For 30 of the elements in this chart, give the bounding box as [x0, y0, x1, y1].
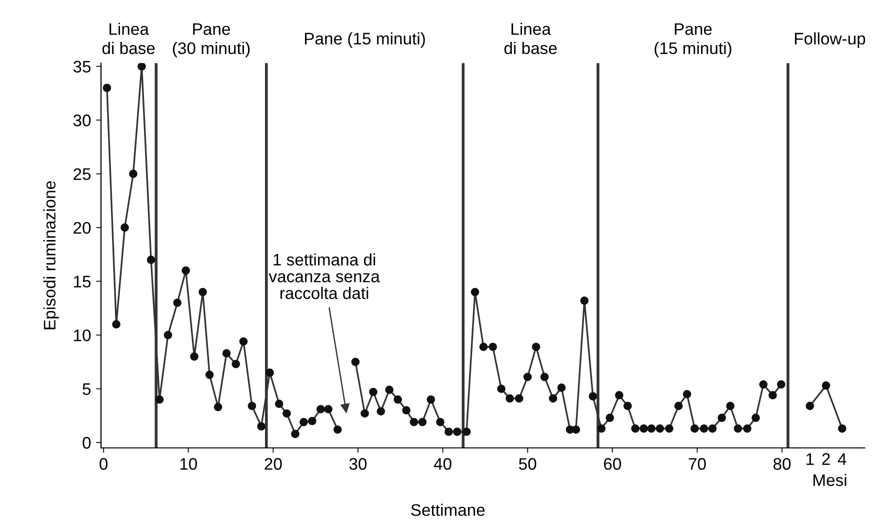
x-tick-label: 10	[180, 458, 197, 470]
y-tick-label: 35	[73, 60, 91, 73]
x-tick-label: 0	[100, 458, 108, 470]
y-tick-label: 0	[82, 436, 91, 449]
x-tick-label: 20	[264, 458, 282, 470]
y-axis-title: Episodi ruminazione	[43, 181, 59, 330]
x-axis-title: Settimane	[411, 504, 485, 516]
y-tick-label: 15	[74, 276, 91, 288]
x-tick-label: 30	[349, 458, 367, 470]
text: Pane (15 minuti)	[654, 23, 732, 58]
x-axis-title: Mesi	[814, 474, 846, 486]
x-tick-label: 70	[688, 458, 706, 470]
annotation: 1 settimana di vacanza senza raccolta dati	[268, 253, 380, 300]
text: Linea di base	[504, 22, 557, 54]
y-tick-label: 5	[82, 383, 91, 395]
y-tick-label: 25	[74, 168, 91, 180]
y-tick-label: 30	[73, 114, 91, 126]
x-tick-label: 50	[518, 458, 536, 470]
text: Pane (15 minuti)	[304, 32, 425, 48]
x-tick-label: 60	[604, 458, 622, 470]
x-tick-label: 4	[838, 453, 846, 465]
x-tick-label: 80	[773, 458, 791, 470]
chart-title: Follow-up	[794, 32, 866, 48]
text: Pane (30 minuti)	[172, 23, 250, 58]
x-tick-label: 2	[822, 453, 830, 465]
y-tick-label: 10	[74, 329, 91, 342]
x-tick-label: 1	[806, 453, 814, 465]
y-tick-label: 20	[74, 222, 91, 234]
text: Linea di base	[102, 22, 155, 54]
x-tick-label: 40	[434, 458, 452, 470]
